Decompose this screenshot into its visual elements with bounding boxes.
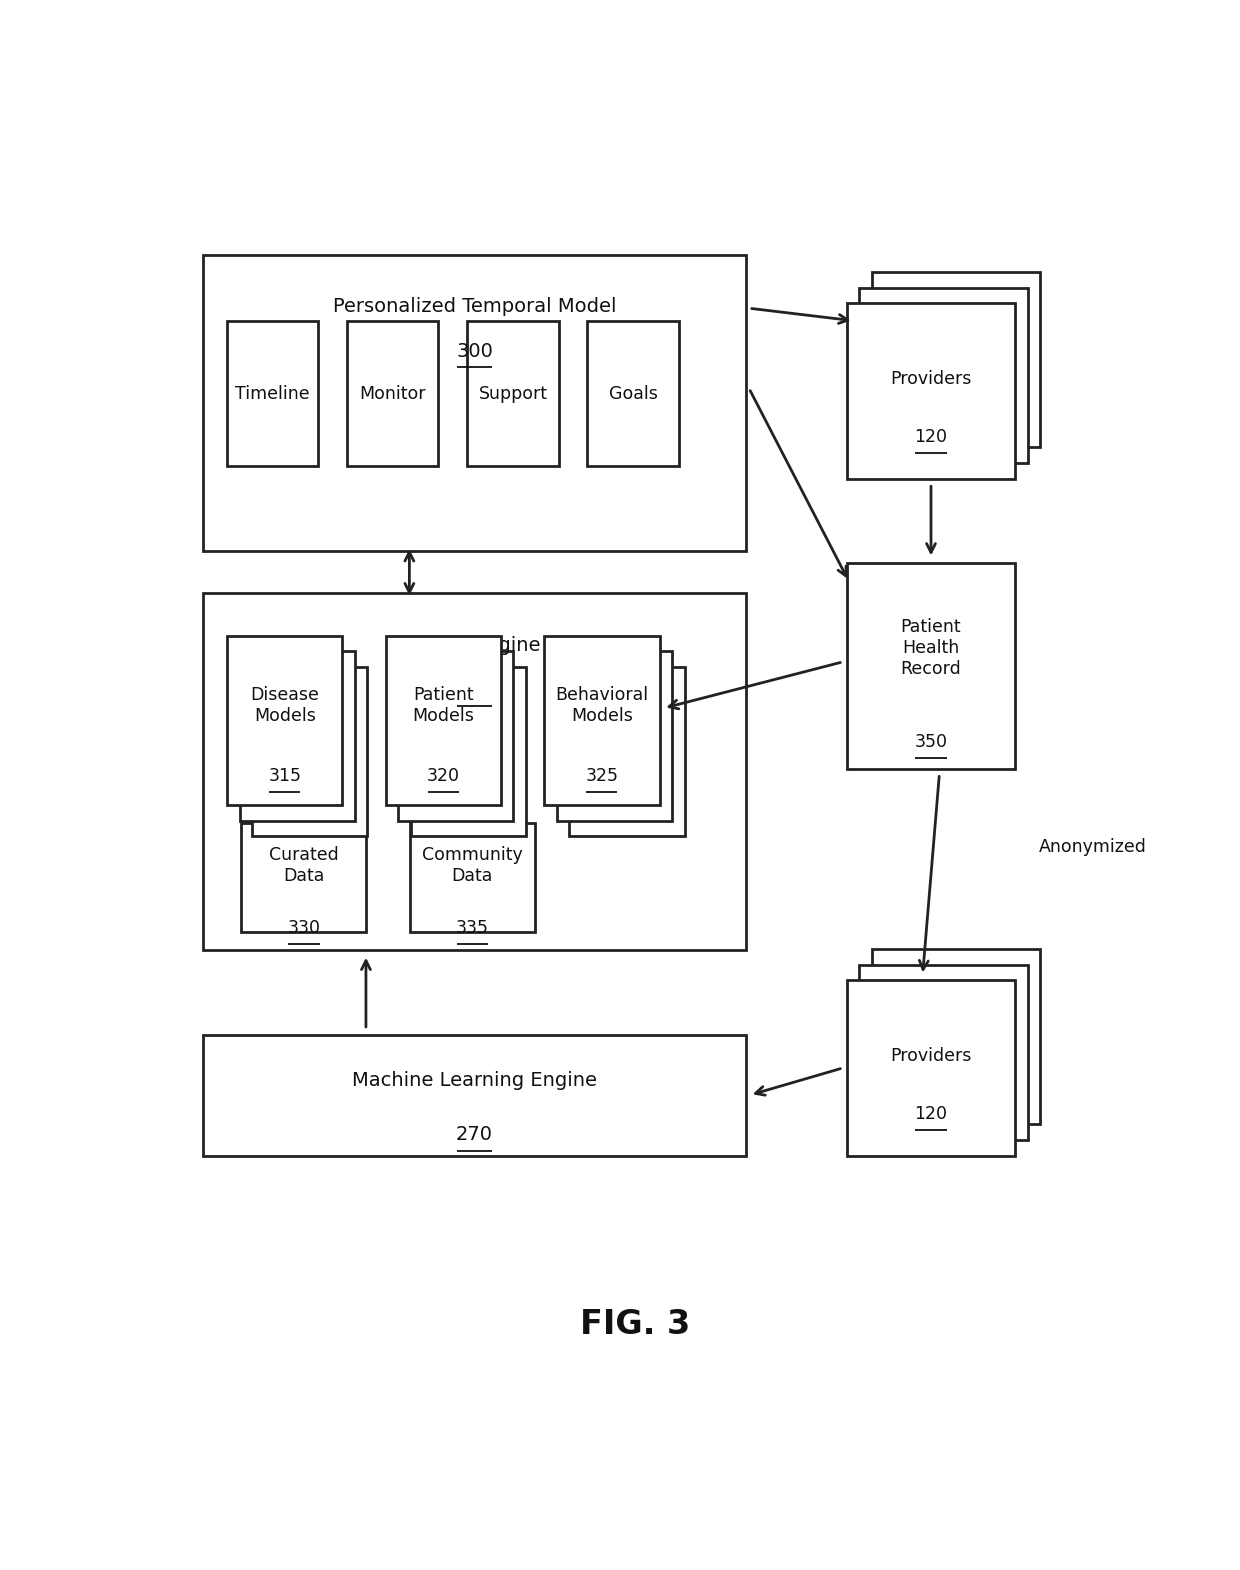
Text: Patient
Health
Record: Patient Health Record <box>900 619 961 678</box>
Bar <box>467 322 558 466</box>
Text: Patient
Models: Patient Models <box>413 686 474 725</box>
Text: 350: 350 <box>915 733 947 750</box>
Bar <box>398 652 513 821</box>
Bar <box>872 948 1040 1124</box>
Bar <box>847 980 1016 1156</box>
Text: 300: 300 <box>456 342 494 361</box>
Bar <box>242 823 367 933</box>
Text: Support: Support <box>479 385 548 403</box>
Bar <box>347 322 439 466</box>
Bar <box>409 823 534 933</box>
Bar <box>588 322 678 466</box>
Bar <box>410 667 526 837</box>
Bar <box>544 636 660 805</box>
Bar <box>847 564 1016 769</box>
Bar <box>227 322 319 466</box>
Text: Curated
Data: Curated Data <box>269 846 339 885</box>
Text: 230: 230 <box>456 680 494 700</box>
Text: 270: 270 <box>456 1126 494 1145</box>
Bar <box>386 636 501 805</box>
Bar <box>859 287 1028 463</box>
Text: 330: 330 <box>288 920 320 937</box>
Text: Disease
Models: Disease Models <box>250 686 319 725</box>
Bar <box>557 652 672 821</box>
Text: Monitor: Monitor <box>360 385 427 403</box>
Bar <box>847 303 1016 479</box>
Text: 315: 315 <box>268 766 301 785</box>
Text: Model Engine: Model Engine <box>409 636 541 655</box>
Text: FIG. 3: FIG. 3 <box>580 1308 691 1341</box>
Text: Timeline: Timeline <box>236 385 310 403</box>
Text: Goals: Goals <box>609 385 657 403</box>
Text: 120: 120 <box>915 429 947 446</box>
Bar <box>203 1035 746 1156</box>
Text: Community
Data: Community Data <box>422 846 522 885</box>
Bar <box>859 964 1028 1140</box>
Bar <box>227 636 342 805</box>
Text: Behavioral
Models: Behavioral Models <box>556 686 649 725</box>
Text: Anonymized: Anonymized <box>1039 838 1147 856</box>
Bar <box>252 667 367 837</box>
Text: Personalized Temporal Model: Personalized Temporal Model <box>332 297 616 317</box>
Bar <box>872 272 1040 447</box>
Bar <box>239 652 355 821</box>
Bar <box>203 593 746 950</box>
Text: Providers: Providers <box>890 371 972 388</box>
Text: 120: 120 <box>915 1105 947 1123</box>
Text: Providers: Providers <box>890 1047 972 1064</box>
Text: 320: 320 <box>427 766 460 785</box>
Bar <box>203 254 746 551</box>
Text: 335: 335 <box>455 920 489 937</box>
Text: Machine Learning Engine: Machine Learning Engine <box>352 1071 596 1090</box>
Text: 325: 325 <box>585 766 619 785</box>
Bar <box>569 667 684 837</box>
